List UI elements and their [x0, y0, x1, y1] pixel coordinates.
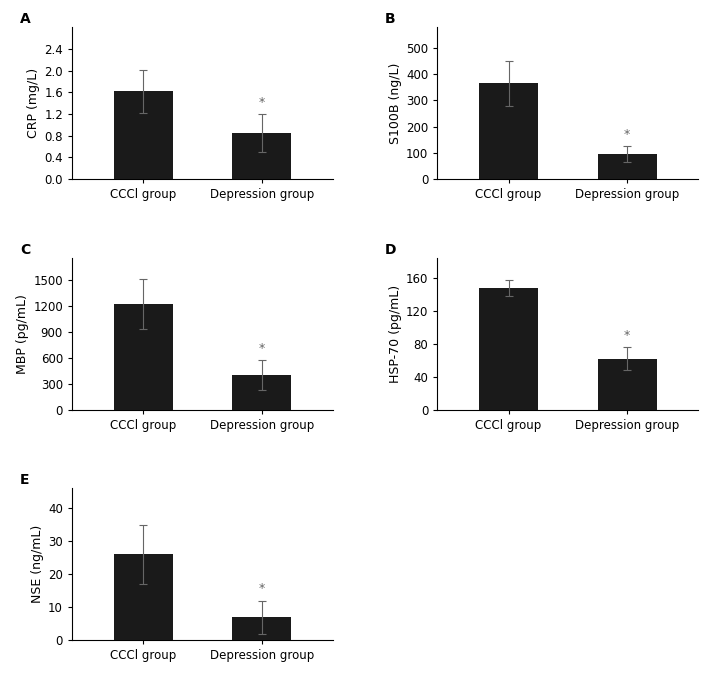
Y-axis label: MBP (pg/mL): MBP (pg/mL)	[16, 294, 29, 374]
Bar	[479, 288, 539, 409]
Text: C: C	[19, 242, 30, 257]
Bar	[598, 154, 657, 179]
Bar	[232, 617, 292, 640]
Text: *: *	[258, 342, 265, 355]
Y-axis label: HSP-70 (pg/mL): HSP-70 (pg/mL)	[389, 285, 402, 383]
Text: E: E	[19, 473, 30, 488]
Text: *: *	[624, 128, 630, 141]
Bar	[232, 133, 292, 179]
Text: B: B	[385, 12, 396, 26]
Text: *: *	[258, 582, 265, 595]
Text: A: A	[19, 12, 30, 26]
Bar	[114, 554, 173, 640]
Text: *: *	[624, 329, 630, 342]
Text: D: D	[385, 242, 397, 257]
Text: *: *	[258, 95, 265, 109]
Bar	[479, 84, 539, 179]
Bar	[114, 91, 173, 179]
Bar	[598, 359, 657, 409]
Y-axis label: CRP (mg/L): CRP (mg/L)	[27, 68, 40, 138]
Bar	[232, 375, 292, 409]
Bar	[114, 304, 173, 409]
Y-axis label: S100B (ng/L): S100B (ng/L)	[389, 63, 402, 144]
Y-axis label: NSE (ng/mL): NSE (ng/mL)	[31, 525, 44, 603]
